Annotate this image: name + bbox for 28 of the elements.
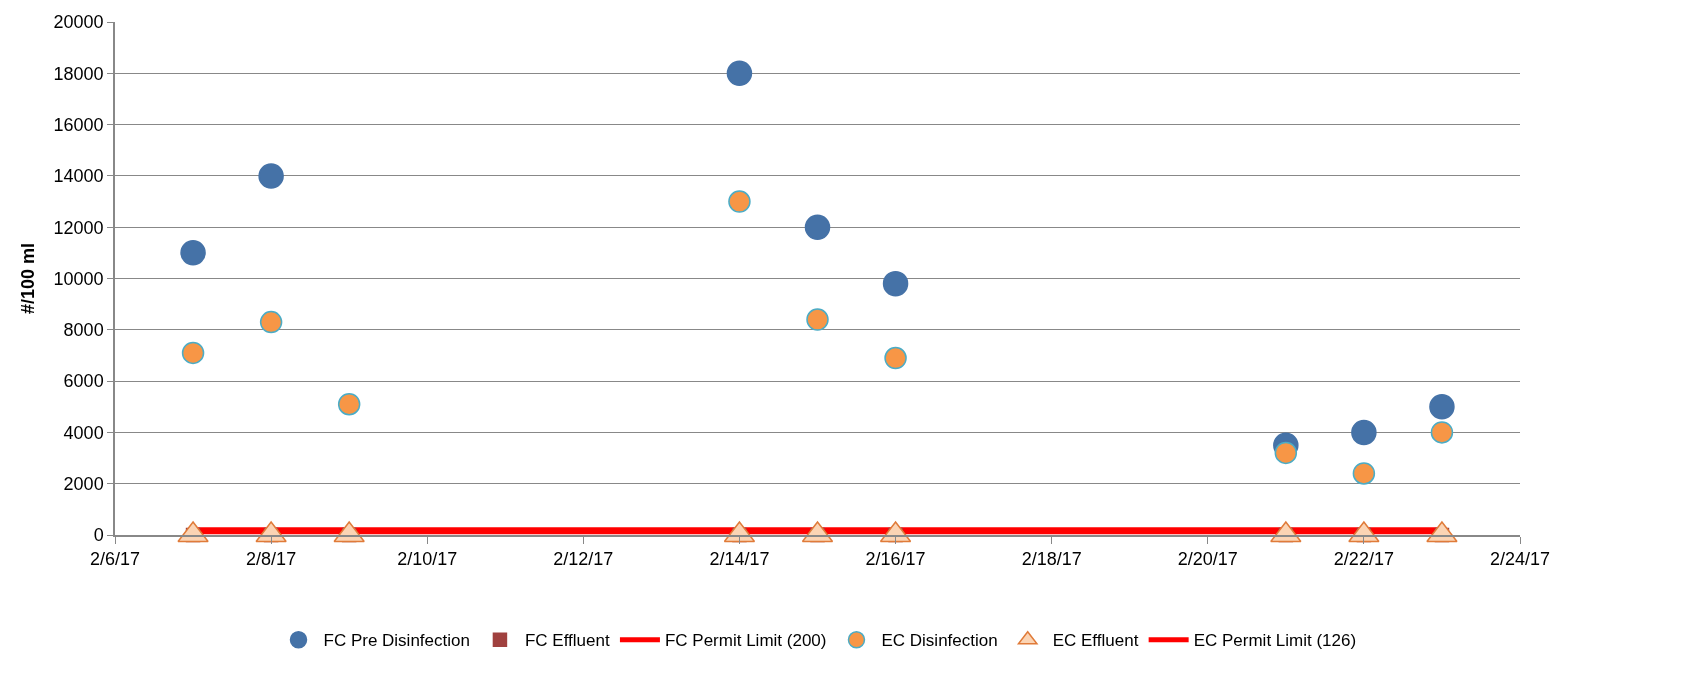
y-tick-label: 12000 [53,217,104,238]
x-tick-label: 2/20/17 [1177,549,1238,570]
y-tick-label: 8000 [63,320,104,341]
x-tick-label: 2/6/17 [89,549,141,570]
y-tick-label: 18000 [53,63,104,84]
y-axis-title: #/100 ml [18,242,39,315]
y-tick-label: 6000 [63,371,104,392]
y-tick-label: 16000 [53,114,104,135]
x-tick-label: 2/8/17 [246,549,297,570]
x-tick-label: 2/22/17 [1333,549,1394,570]
legend-label: FC Pre Disinfection [323,631,470,651]
legend-label: EC Disinfection [881,631,998,651]
x-tick-label: 2/10/17 [397,549,458,570]
y-tick-label: 20000 [53,12,104,33]
y-tick-label: 0 [93,525,104,546]
legend-label: EC Permit Limit (126) [1193,631,1357,651]
y-tick-label: 10000 [53,268,104,289]
y-tick-label: 4000 [63,422,104,443]
x-tick-label: 2/12/17 [553,549,614,570]
y-tick-label: 2000 [63,474,104,494]
y-tick-label: 14000 [53,166,104,187]
x-tick-label: 2/16/17 [865,549,926,570]
x-tick-label: 2/24/17 [1489,549,1551,570]
legend-label: FC Effluent [524,631,610,651]
x-tick-label: 2/14/17 [709,549,770,570]
legend-label: FC Permit Limit (200) [664,631,827,651]
legend-label: EC Effluent [1052,631,1139,651]
x-tick-label: 2/18/17 [1021,549,1082,570]
